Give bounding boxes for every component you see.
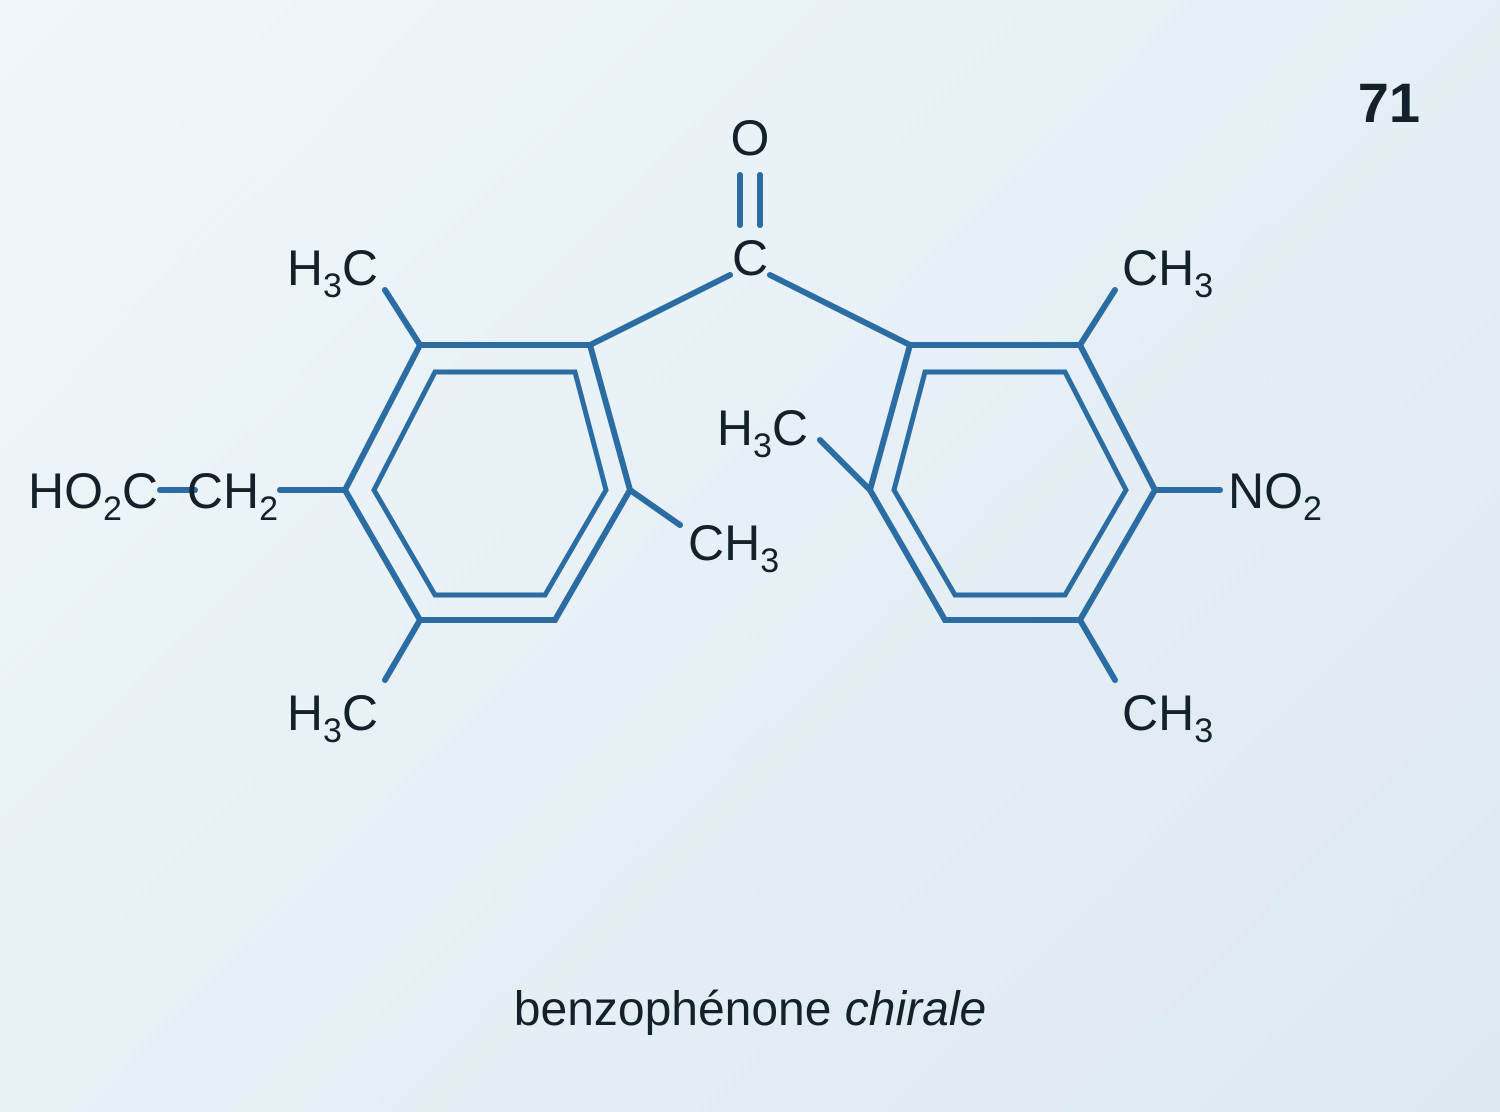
atom-label-HO2C: HO2C (28, 463, 158, 528)
left-benzene-ring-inner (374, 372, 606, 595)
atom-label-left_top_H3C: H3C (287, 240, 378, 305)
atom-label-C: C (732, 230, 768, 286)
bond-left_bot_CH3 (385, 620, 420, 680)
atom-label-O: O (731, 110, 770, 166)
rings-layer (345, 345, 1155, 620)
atom-label-left_bot_H3C: H3C (287, 685, 378, 750)
atom-label-left_inner_CH3: CH3 (688, 515, 779, 580)
left-benzene-ring (345, 345, 630, 620)
bond-right_bot_CH3 (1080, 620, 1115, 680)
right-benzene-ring (870, 345, 1155, 620)
bond-left_top_CH3 (385, 290, 420, 345)
atom-label-right_top_CH3: CH3 (1122, 240, 1213, 305)
atom-label-right_inner_H3C: H3C (717, 400, 808, 465)
bond-left_inner_CH3 (630, 490, 680, 525)
bond-right_inner_CH3 (820, 440, 870, 490)
atom-label-CH2: CH2 (187, 463, 278, 528)
right-benzene-ring-inner (894, 372, 1126, 595)
bond-right_top_CH3 (1080, 290, 1115, 345)
bond-C_to_leftring (590, 275, 730, 345)
atom-label-NO2: NO2 (1228, 463, 1322, 528)
atom-label-right_bot_CH3: CH3 (1122, 685, 1213, 750)
bond-C_to_rightring (770, 275, 910, 345)
molecule-diagram: O C H3C CH2 HO2C H3C CH3 H3C CH3 NO2 CH3 (0, 0, 1500, 1112)
atom-labels-layer: O C H3C CH2 HO2C H3C CH3 H3C CH3 NO2 CH3 (28, 110, 1322, 750)
